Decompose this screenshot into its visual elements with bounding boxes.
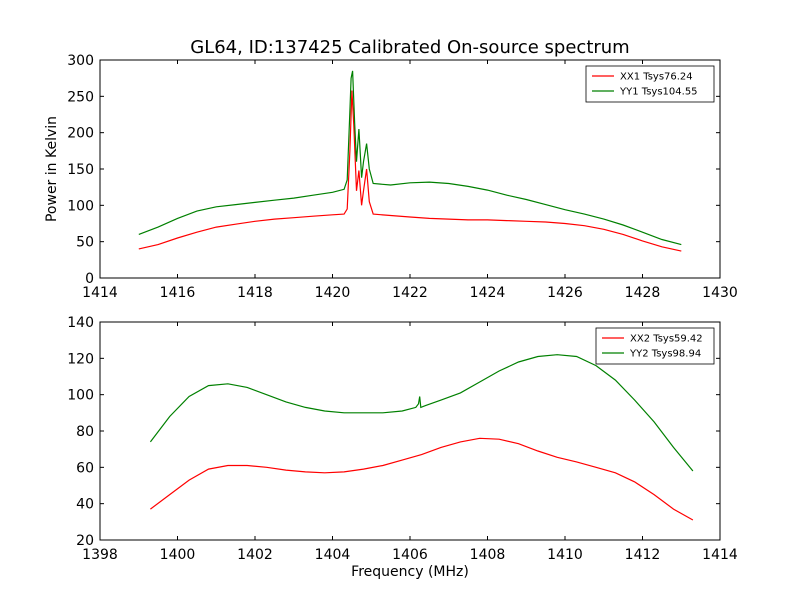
y-tick-label: 250 (67, 89, 94, 105)
x-tick-label: 1422 (392, 285, 428, 301)
x-tick-label: 1412 (625, 547, 661, 563)
legend-label: YY2 Tsys98.94 (629, 349, 701, 360)
series-line-2-1 (150, 437, 694, 521)
y-tick-label: 300 (67, 53, 94, 69)
x-tick-label: 1428 (625, 285, 661, 301)
x-tick-label: 1426 (547, 285, 583, 301)
x-tick-label: 1418 (237, 285, 273, 301)
y-tick-label: 60 (76, 460, 94, 476)
x-tick-label: 1406 (392, 547, 428, 563)
legend-label: XX2 Tsys59.42 (630, 334, 703, 345)
legend-label: YY1 Tsys104.55 (619, 87, 698, 98)
x-tick-label: 1402 (237, 547, 273, 563)
series-line-1-2 (138, 70, 682, 246)
legend-box (585, 65, 715, 103)
y-tick-label: 100 (67, 198, 94, 214)
y-tick-label: 20 (76, 533, 94, 549)
x-tick-label: 1414 (702, 547, 738, 563)
y-axis-label: Power in Kelvin (44, 116, 60, 222)
y-tick-label: 120 (67, 351, 94, 367)
y-tick-label: 100 (67, 388, 94, 404)
x-tick-label: 1416 (160, 285, 196, 301)
legend: XX2 Tsys59.42 YY2 Tsys98.94 (595, 327, 715, 365)
figure-title: GL64, ID:137425 Calibrated On-source spe… (190, 37, 629, 58)
x-tick-label: 1424 (470, 285, 506, 301)
y-tick-label: 0 (85, 271, 94, 287)
series-line-1-1 (138, 90, 682, 252)
bottom-panel: 1398 1400 1402 1404 1406 1408 1410 1412 1414 20 40… (67, 315, 738, 580)
y-tick-label: 50 (76, 235, 94, 251)
y-tick-label: 150 (67, 162, 94, 178)
x-tick-label: 1430 (702, 285, 738, 301)
top-panel: 1414 1416 1418 1420 1422 1424 1426 1428 1430 0 50 1… (44, 53, 738, 301)
legend: XX1 Tsys76.24 YY1 Tsys104.55 (585, 65, 715, 103)
x-tick-label: 1408 (470, 547, 506, 563)
x-tick-label: 1398 (82, 547, 118, 563)
legend-label: XX1 Tsys76.24 (620, 72, 693, 83)
y-tick-label: 80 (76, 424, 94, 440)
x-tick-label: 1404 (315, 547, 351, 563)
legend-box (595, 327, 715, 365)
x-tick-label: 1410 (547, 547, 583, 563)
x-axis-label: Frequency (MHz) (351, 564, 469, 580)
series-line-2-2 (149, 354, 694, 472)
y-tick-label: 40 (76, 497, 94, 513)
x-tick-label: 1414 (82, 285, 118, 301)
y-tick-label: 200 (67, 126, 94, 142)
x-tick-label: 1420 (315, 285, 351, 301)
y-tick-label: 140 (67, 315, 94, 331)
x-tick-label: 1400 (160, 547, 196, 563)
